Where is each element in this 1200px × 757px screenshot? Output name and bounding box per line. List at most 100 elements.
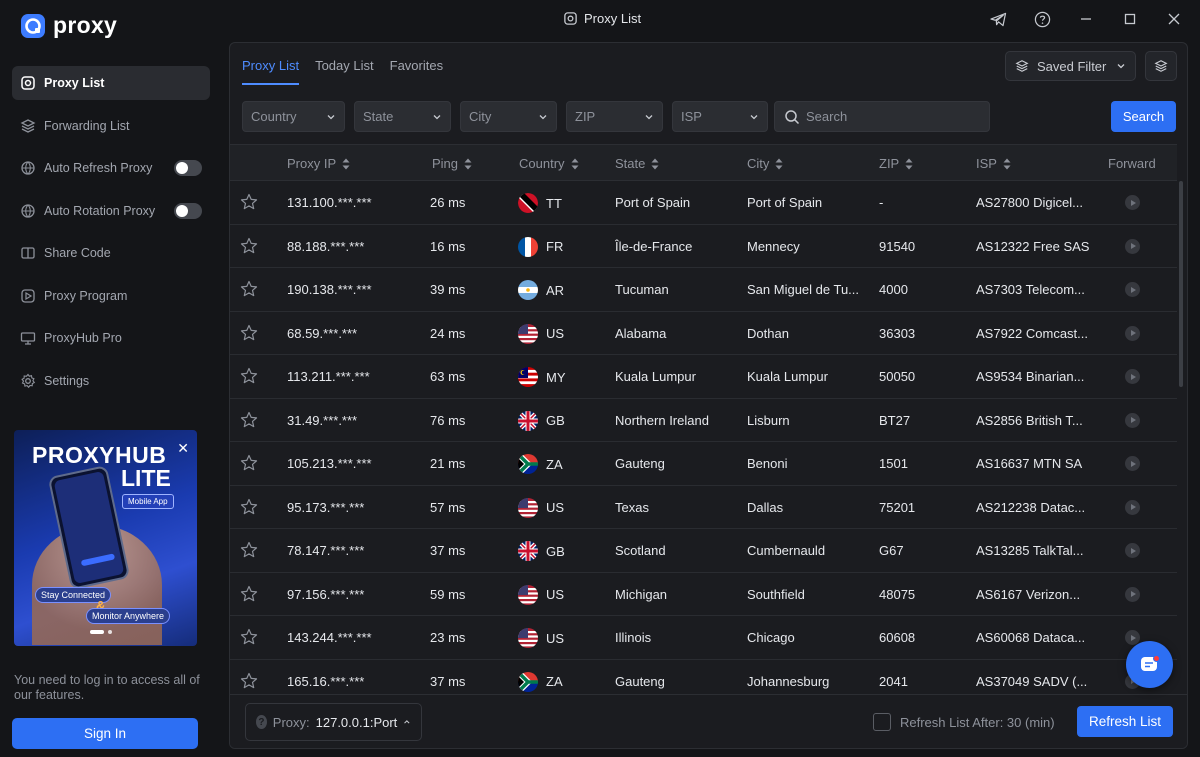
saved-filter-dropdown[interactable]: Saved Filter: [1005, 51, 1136, 81]
column-header-zip[interactable]: ZIP: [879, 156, 913, 171]
favorite-star-icon[interactable]: [240, 324, 258, 342]
tab-favorites[interactable]: Favorites: [389, 58, 444, 73]
column-header-state[interactable]: State: [615, 156, 659, 171]
favorite-star-icon[interactable]: [240, 454, 258, 472]
table-row[interactable]: 97.156.***.*** 59 ms US Michigan Southfi…: [230, 573, 1177, 616]
forward-play-icon[interactable]: [1125, 238, 1140, 254]
sidebar-item-auto-rotation-proxy[interactable]: Auto Rotation Proxy: [12, 194, 210, 228]
help-icon[interactable]: [1030, 8, 1054, 30]
search-button[interactable]: Search: [1111, 101, 1176, 132]
sidebar-item-auto-refresh-proxy[interactable]: Auto Refresh Proxy: [12, 151, 210, 185]
isp-select[interactable]: ISP: [672, 101, 768, 132]
window-title: Proxy List: [563, 11, 641, 26]
tab-proxy-list[interactable]: Proxy List: [242, 58, 300, 85]
country-select[interactable]: Country: [242, 101, 345, 132]
carousel-dots[interactable]: [90, 630, 112, 634]
refresh-after-checkbox[interactable]: [873, 713, 891, 731]
column-header-city[interactable]: City: [747, 156, 783, 171]
country-cell: GB: [518, 410, 565, 431]
state-cell: Texas: [615, 499, 649, 515]
column-header-ping[interactable]: Ping: [432, 156, 472, 171]
chat-support-button[interactable]: [1126, 641, 1173, 688]
favorite-star-icon[interactable]: [240, 280, 258, 298]
forward-play-icon[interactable]: [1125, 586, 1140, 602]
favorite-star-icon[interactable]: [240, 411, 258, 429]
promo-banner[interactable]: PROXYHUB LITE ✕ Mobile App Stay Connecte…: [14, 430, 197, 646]
forward-play-icon[interactable]: [1125, 412, 1140, 428]
close-icon[interactable]: ✕: [177, 440, 189, 456]
table-row[interactable]: 131.100.***.*** 26 ms TT Port of Spain P…: [230, 181, 1177, 225]
minimize-icon[interactable]: [1074, 8, 1098, 30]
layers-button[interactable]: [1145, 51, 1177, 81]
table-row[interactable]: 68.59.***.*** 24 ms US Alabama Dothan 36…: [230, 312, 1177, 355]
refresh-list-button[interactable]: Refresh List: [1077, 706, 1173, 737]
help-icon: ?: [256, 715, 267, 729]
table-row[interactable]: 105.213.***.*** 21 ms ZA Gauteng Benoni …: [230, 442, 1177, 486]
search-field[interactable]: [774, 101, 990, 132]
sidebar-item-share-code[interactable]: Share Code: [12, 236, 210, 270]
sidebar-item-proxyhub-pro[interactable]: ProxyHub Pro: [12, 321, 210, 355]
forward-play-icon[interactable]: [1125, 499, 1140, 515]
column-header-country[interactable]: Country: [519, 156, 579, 171]
state-select[interactable]: State: [354, 101, 451, 132]
chevron-down-icon: [645, 114, 653, 119]
zip-cell: -: [879, 195, 884, 210]
table-row[interactable]: 143.244.***.*** 23 ms US Illinois Chicag…: [230, 616, 1177, 660]
forward-play-icon[interactable]: [1125, 369, 1140, 384]
favorite-star-icon[interactable]: [240, 672, 258, 690]
zip-select[interactable]: ZIP: [566, 101, 663, 132]
forward-play-icon[interactable]: [1125, 630, 1140, 645]
favorite-star-icon[interactable]: [240, 367, 258, 385]
proxy-ip-cell: 31.49.***.***: [287, 412, 358, 428]
favorite-star-icon[interactable]: [240, 585, 258, 603]
forward-play-icon[interactable]: [1125, 325, 1140, 341]
zip-cell: 48075: [879, 586, 916, 602]
table-scrollbar[interactable]: [1179, 181, 1183, 387]
proxy-selector[interactable]: ? Proxy: 127.0.0.1:Port: [245, 703, 422, 741]
forward-play-icon[interactable]: [1125, 543, 1140, 558]
ping-cell: 37 ms: [430, 673, 466, 689]
close-window-icon[interactable]: [1162, 8, 1186, 30]
monitor-icon: [20, 332, 36, 345]
telegram-icon[interactable]: [986, 8, 1010, 30]
maximize-icon[interactable]: [1118, 8, 1142, 30]
country-cell: FR: [518, 236, 563, 257]
ping-cell: 59 ms: [430, 586, 466, 602]
table-row[interactable]: 88.188.***.*** 16 ms FR Île-de-France Me…: [230, 225, 1177, 268]
column-header-proxy-ip[interactable]: Proxy IP: [287, 156, 350, 171]
ping-cell: 16 ms: [430, 238, 466, 254]
favorite-star-icon[interactable]: [240, 628, 258, 646]
auto-refresh-toggle[interactable]: [174, 160, 202, 176]
city-select[interactable]: City: [460, 101, 557, 132]
favorite-star-icon[interactable]: [240, 498, 258, 516]
table-row[interactable]: 113.211.***.*** 63 ms MY Kuala Lumpur Ku…: [230, 355, 1177, 399]
search-input[interactable]: [806, 109, 976, 124]
favorite-star-icon[interactable]: [240, 237, 258, 255]
sidebar-item-proxy-program[interactable]: Proxy Program: [12, 279, 210, 313]
sidebar-item-proxy-list[interactable]: Proxy List: [12, 66, 210, 100]
country-cell: GB: [518, 541, 565, 561]
favorite-star-icon[interactable]: [240, 193, 258, 211]
sidebar-item-label: Proxy Program: [44, 288, 128, 303]
forward-play-icon[interactable]: [1125, 282, 1140, 297]
forward-play-icon[interactable]: [1125, 456, 1140, 471]
sidebar-item-forwarding-list[interactable]: Forwarding List: [12, 109, 210, 143]
country-cell: ZA: [518, 454, 563, 474]
auto-rotation-toggle[interactable]: [174, 202, 202, 219]
program-icon: [21, 288, 35, 303]
table-row[interactable]: 190.138.***.*** 39 ms AR Tucuman San Mig…: [230, 268, 1177, 312]
chevron-up-icon: [404, 720, 410, 724]
carousel-dot[interactable]: [108, 630, 112, 634]
favorite-star-icon[interactable]: [240, 541, 258, 559]
column-header-isp[interactable]: ISP: [976, 156, 1011, 171]
sidebar-item-settings[interactable]: Settings: [12, 364, 210, 398]
table-row[interactable]: 95.173.***.*** 57 ms US Texas Dallas 752…: [230, 486, 1177, 529]
zip-cell: 36303: [879, 325, 916, 341]
refresh-after-option[interactable]: Refresh List After: 30 (min): [873, 713, 1055, 731]
carousel-dot-active[interactable]: [90, 630, 104, 634]
table-row[interactable]: 78.147.***.*** 37 ms GB Scotland Cumbern…: [230, 529, 1177, 573]
sign-in-button[interactable]: Sign In: [12, 718, 198, 749]
forward-play-icon[interactable]: [1125, 195, 1140, 210]
table-row[interactable]: 31.49.***.*** 76 ms GB Northern Ireland …: [230, 399, 1177, 442]
tab-today-list[interactable]: Today List: [315, 58, 374, 73]
